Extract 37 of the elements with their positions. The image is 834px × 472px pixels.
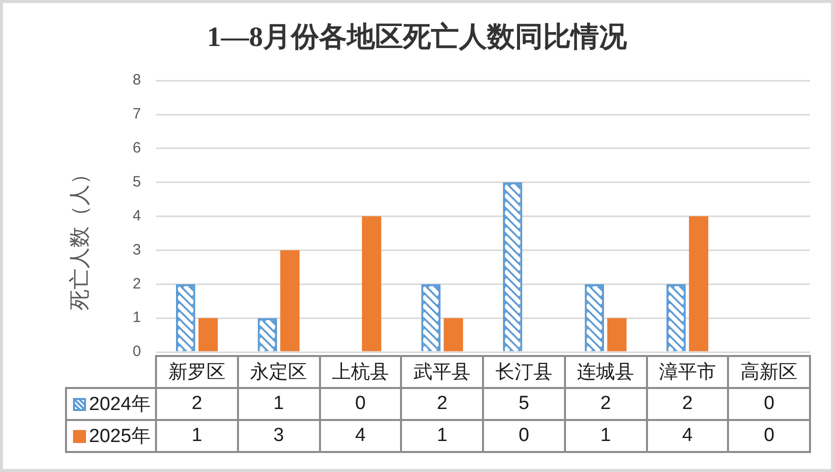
data-label: 4: [320, 420, 402, 452]
y-tick-label: 7: [132, 106, 141, 123]
legend-label: 2025年: [89, 426, 150, 447]
data-label: 2: [401, 388, 483, 420]
y-tick-label: 5: [132, 174, 141, 191]
x-tick-label: 新罗区: [156, 356, 238, 388]
data-label: 2: [646, 388, 728, 420]
data-label: 3: [238, 420, 320, 452]
data-label: 2: [156, 388, 238, 420]
legend-label: 2024年: [89, 394, 150, 415]
y-axis-title: 死亡人数（人）: [68, 164, 92, 310]
x-tick-label: 高新区: [728, 356, 810, 388]
y-tick-label: 2: [132, 275, 141, 292]
x-tick-label: 连城县: [564, 356, 646, 388]
data-label: 1: [564, 420, 646, 452]
data-label: 0: [728, 420, 810, 452]
chart-title: 1—8月份各地区死亡人数同比情况: [207, 21, 628, 54]
y-tick-label: 3: [132, 241, 141, 258]
y-tick-label: 4: [132, 207, 141, 224]
x-tick-label: 武平县: [401, 356, 483, 388]
data-label: 2: [564, 388, 646, 420]
y-tick-label: 6: [132, 140, 141, 157]
data-label: 5: [483, 388, 565, 420]
x-tick-label: 永定区: [238, 356, 320, 388]
data-label: 1: [156, 420, 238, 452]
data-label: 1: [401, 420, 483, 452]
data-label: 0: [483, 420, 565, 452]
y-tick-label: 0: [132, 343, 141, 360]
data-label: 0: [320, 388, 402, 420]
x-tick-label: 漳平市: [646, 356, 728, 388]
y-tick-label: 8: [132, 72, 141, 89]
y-tick-label: 1: [132, 309, 141, 326]
data-label: 4: [646, 420, 728, 452]
data-label: 0: [728, 388, 810, 420]
x-tick-label: 长汀县: [483, 356, 565, 388]
x-tick-label: 上杭县: [320, 356, 402, 388]
data-label: 1: [238, 388, 320, 420]
